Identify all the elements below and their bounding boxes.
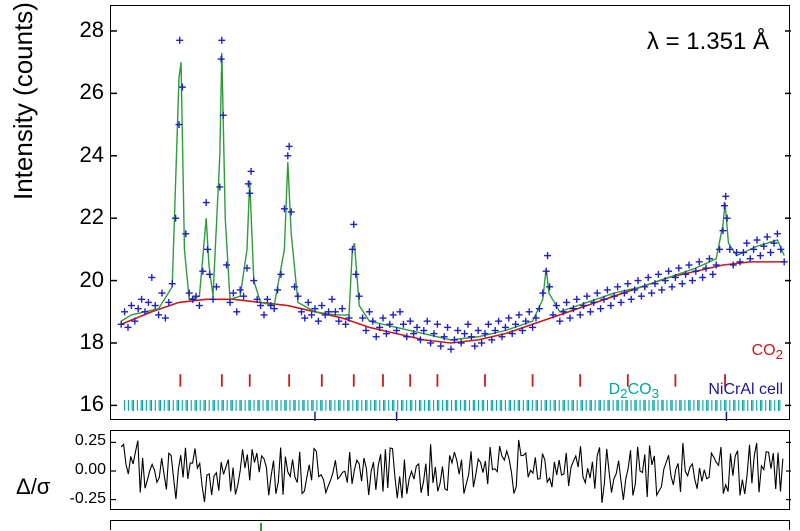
residual-y-tick-label: -0.25 bbox=[62, 490, 106, 508]
y-axis-label-residual: Δ/σ bbox=[16, 474, 50, 500]
bottom-panel bbox=[110, 520, 790, 530]
y-axis-label-main: Intensity (counts) bbox=[8, 2, 39, 200]
chart-container: λ = 1.351 Å CO2 D2CO3 NiCrAl cell Intens… bbox=[0, 0, 800, 530]
residual-chart-panel bbox=[110, 430, 790, 510]
nicral-label: NiCrAl cell bbox=[708, 381, 783, 399]
y-tick-label: 28 bbox=[70, 17, 104, 43]
y-tick-label: 24 bbox=[70, 142, 104, 168]
residual-chart-svg bbox=[111, 431, 791, 511]
y-tick-label: 16 bbox=[70, 391, 104, 417]
main-chart-svg bbox=[111, 6, 791, 421]
y-tick-label: 26 bbox=[70, 79, 104, 105]
wavelength-annotation: λ = 1.351 Å bbox=[647, 28, 769, 56]
main-chart-panel: λ = 1.351 Å CO2 D2CO3 NiCrAl cell bbox=[110, 5, 790, 420]
co2-label: CO2 bbox=[752, 342, 783, 362]
y-tick-label: 20 bbox=[70, 267, 104, 293]
y-tick-label: 18 bbox=[70, 329, 104, 355]
y-tick-label: 22 bbox=[70, 204, 104, 230]
residual-y-tick-label: 0.00 bbox=[62, 461, 106, 479]
residual-y-tick-label: 0.25 bbox=[62, 432, 106, 450]
d2co3-label: D2CO3 bbox=[609, 381, 659, 401]
